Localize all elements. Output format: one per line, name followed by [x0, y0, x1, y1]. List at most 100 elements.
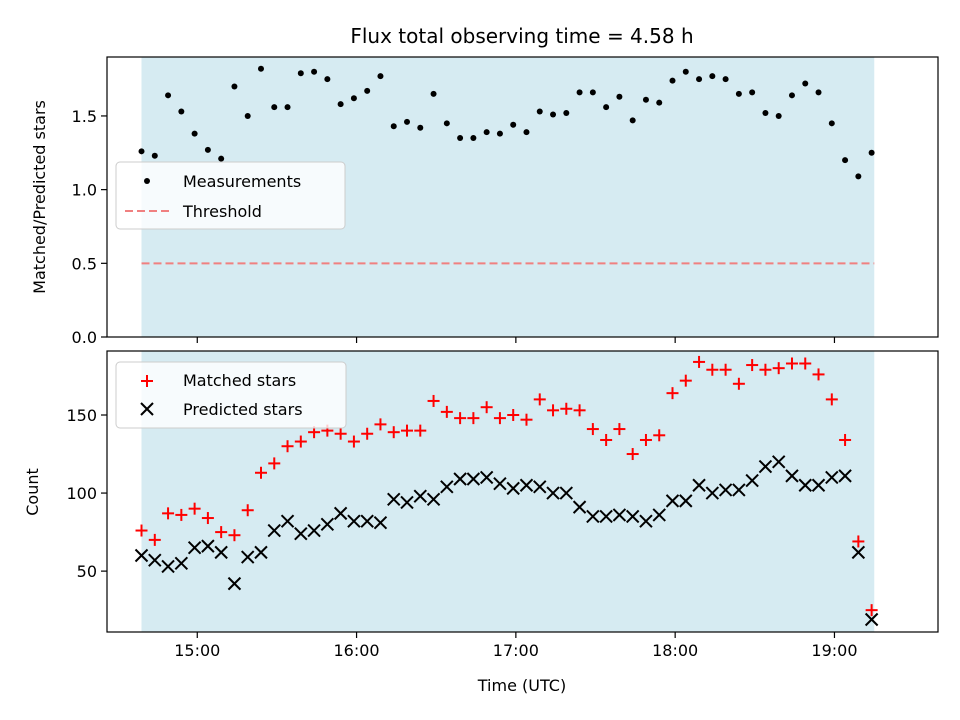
matched-star-point	[746, 359, 759, 372]
matched-star-point	[693, 355, 706, 368]
matched-star-point	[162, 507, 175, 520]
measurement-point	[390, 123, 397, 130]
matched-star-point	[188, 502, 201, 515]
measurement-point	[324, 76, 331, 83]
measurement-point	[231, 83, 238, 90]
predicted-star-point	[453, 472, 467, 486]
matched-star-point	[679, 374, 692, 387]
top-legend-box	[115, 161, 346, 230]
predicted-star-point	[413, 489, 427, 503]
measurement-point	[802, 80, 809, 87]
matched-star-point	[839, 433, 852, 446]
matched-star-point	[427, 394, 440, 407]
matched-star-point	[626, 448, 639, 461]
matched-star-point	[254, 466, 267, 479]
measurement-point	[218, 155, 225, 162]
matched-star-point	[812, 368, 825, 381]
predicted-star-point	[586, 509, 600, 524]
y-tick-label: 1.0	[72, 181, 97, 200]
predicted-star-point	[679, 494, 693, 508]
x-tick-label: 15:00	[174, 641, 220, 660]
matched-star-point	[454, 412, 467, 425]
predicted-star-point	[692, 478, 706, 492]
measurement-point	[788, 92, 795, 99]
measurement-point	[656, 99, 663, 106]
matched-star-point	[706, 363, 719, 376]
matched-star-point	[586, 423, 599, 436]
matched-star-point	[175, 508, 188, 521]
matched-star-point	[653, 429, 666, 442]
predicted-star-point	[320, 517, 335, 531]
measurement-point	[669, 77, 676, 84]
predicted-star-point	[599, 509, 613, 524]
bottom-y-axis-label: Count	[23, 468, 42, 516]
predicted-star-point	[506, 481, 520, 496]
measurement-point	[311, 68, 318, 75]
predicted-star-point	[838, 469, 852, 483]
top-legend: Measurements Threshold	[115, 161, 346, 230]
predicted-star-point	[625, 509, 640, 524]
matched-star-point	[865, 604, 878, 617]
measurement-point	[417, 124, 424, 131]
predicted-star-point	[307, 523, 321, 538]
legend-label-threshold: Threshold	[182, 202, 262, 221]
predicted-star-point	[333, 506, 348, 521]
measurement-point	[815, 89, 822, 96]
measurement-point	[430, 90, 437, 97]
predicted-star-point	[785, 469, 799, 483]
matched-star-point	[600, 433, 613, 446]
bottom-x-ticks: 15:00 16:00 17:00 18:00 19:00	[174, 632, 858, 660]
measurement-points	[138, 65, 875, 180]
predicted-star-point	[201, 539, 215, 553]
measurement-point	[523, 129, 530, 136]
predicted-star-point	[493, 476, 507, 491]
y-tick-label: 50	[77, 562, 97, 581]
matched-star-point	[294, 435, 307, 448]
matched-star-point	[666, 387, 679, 400]
bottom-y-ticks: 50 100 150	[66, 406, 107, 581]
predicted-star-point	[440, 480, 454, 494]
measurement-point	[842, 157, 849, 164]
matched-star-point	[759, 363, 772, 376]
y-tick-label: 1.5	[72, 107, 97, 126]
matched-star-point	[228, 529, 241, 542]
measurement-point	[682, 68, 689, 75]
predicted-star-point	[241, 550, 255, 564]
predicted-star-point	[851, 545, 866, 560]
matched-star-point	[374, 418, 387, 431]
measurement-point	[138, 148, 145, 155]
measurement-point	[722, 76, 729, 83]
top-panel: 0.0 0.5 1.0 1.5 Flux total observing time =…	[30, 24, 939, 347]
top-x-ticks	[196, 337, 836, 343]
matched-star-point	[401, 424, 414, 437]
matched-star-point	[785, 357, 798, 370]
measurement-point	[483, 129, 490, 136]
measurement-point	[642, 96, 649, 103]
measurement-point	[762, 110, 769, 116]
legend-label-predicted: Predicted stars	[183, 400, 303, 419]
predicted-star-point	[546, 486, 560, 500]
predicted-star-point	[798, 478, 812, 492]
measurement-point	[563, 110, 570, 116]
matched-star-point	[560, 402, 573, 415]
measurement-point	[855, 173, 862, 180]
predicted-star-point	[745, 473, 759, 488]
measurement-point	[350, 95, 357, 102]
x-tick-label: 18:00	[652, 641, 698, 660]
predicted-star-point	[533, 480, 547, 494]
x-axis-label: Time (UTC)	[477, 676, 566, 695]
y-tick-label: 0.0	[72, 328, 97, 347]
predicted-star-point	[187, 540, 202, 555]
measurement-point	[404, 118, 411, 125]
predicted-star-point	[387, 492, 401, 507]
measurement-point	[709, 73, 716, 80]
predicted-star-point	[347, 514, 361, 528]
count-points	[134, 355, 879, 627]
predicted-star-point	[174, 556, 189, 571]
predicted-star-point	[639, 514, 653, 528]
matched-star-point	[493, 412, 506, 425]
measurement-point	[244, 112, 251, 119]
measurement-point	[443, 120, 450, 127]
predicted-star-point	[267, 523, 281, 538]
